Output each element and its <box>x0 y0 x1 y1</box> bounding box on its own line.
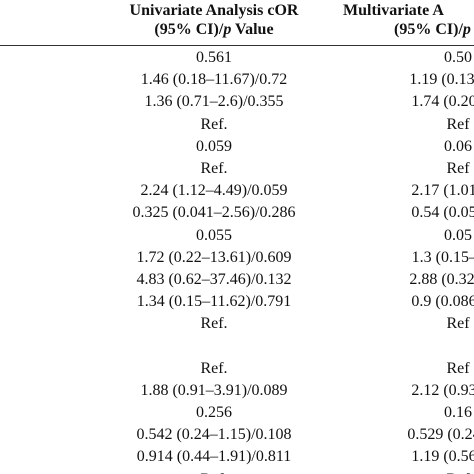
multivariate-cell: 1.19 (0.137–10 <box>409 71 474 89</box>
table-row: 1.72 (0.22–13.61)/0.609 1.3 (0.15–11.3 <box>0 247 474 269</box>
univariate-cell: Ref. <box>200 159 228 177</box>
multivariate-cell: Ref <box>446 159 470 177</box>
table-row <box>0 335 474 357</box>
univariate-cell: 1.88 (0.91–3.91)/0.089 <box>140 381 288 399</box>
table-row: 0.055 0.05 <box>0 225 474 247</box>
multivariate-cell: Ref <box>446 359 470 377</box>
table-row: 1.46 (0.18–11.67)/0.72 1.19 (0.137–10 <box>0 69 474 91</box>
multivariate-cell: 2.12 (0.93–4.8 <box>411 381 474 399</box>
multivariate-cell: 1.3 (0.15–11.3 <box>411 248 474 266</box>
univariate-cell: Ref. <box>95 469 333 474</box>
univariate-header: Univariate Analysis cOR <box>95 0 333 21</box>
multivariate-cell: 0.9 (0.086–9.3 <box>411 293 474 311</box>
table-row: 4.83 (0.62–37.46)/0.132 2.88 (0.324–25 <box>0 269 474 291</box>
table-row: Ref. Ref <box>0 358 474 380</box>
univariate-cell: 1.72 (0.22–13.61)/0.609 <box>136 248 292 266</box>
multivariate-cell: 0.05 <box>444 226 472 244</box>
multivariate-header-line1: Multivariate A <box>343 2 444 19</box>
multivariate-cell: 0.54 (0.059–4. <box>411 204 474 222</box>
multivariate-cell: Ref <box>446 315 470 333</box>
multivariate-header-subtitle: (95% CI)/p <box>394 21 471 38</box>
univariate-cell: 0.325 (0.041–2.56)/0.286 <box>132 204 296 222</box>
multivariate-cell: 2.17 (1.01–4.6 <box>411 182 474 200</box>
multivariate-cell: 1.74 (0.20–14. <box>411 93 474 111</box>
univariate-header-line1: Univariate Analysis cOR <box>129 2 299 19</box>
table-row: 2.24 (1.12–4.49)/0.059 2.17 (1.01–4.6 <box>0 180 474 202</box>
table-row: Ref. Ref <box>0 469 474 474</box>
multivariate-cell: 1.19 (0.56–2.5 <box>411 448 474 466</box>
multivariate-cell: 0.50 <box>444 49 472 66</box>
header-divider <box>0 45 474 46</box>
univariate-cell: 0.542 (0.24–1.15)/0.108 <box>136 426 292 444</box>
multivariate-header: Multivariate A <box>343 0 474 21</box>
univariate-cell: 1.34 (0.15–11.62)/0.791 <box>136 293 292 311</box>
table-row: Ref. Ref <box>0 313 474 335</box>
univariate-cell: 0.055 <box>196 226 232 244</box>
univariate-cell: 4.83 (0.62–37.46)/0.132 <box>136 270 292 288</box>
table-row: 0.914 (0.44–1.91)/0.811 1.19 (0.56–2.5 <box>0 446 474 468</box>
table-row: 1.88 (0.91–3.91)/0.089 2.12 (0.93–4.8 <box>0 380 474 402</box>
univariate-cell: 0.914 (0.44–1.91)/0.811 <box>136 448 292 466</box>
univariate-cell: 2.24 (1.12–4.49)/0.059 <box>140 182 288 200</box>
univariate-header-subtitle: (95% CI)/p Value <box>154 21 274 38</box>
multivariate-cell: 0.16 <box>444 404 472 421</box>
table-row: 0.325 (0.041–2.56)/0.286 0.54 (0.059–4. <box>0 202 474 224</box>
multivariate-cell: 0.529 (0.24–1.1 <box>407 426 474 444</box>
table-row: 0.542 (0.24–1.15)/0.108 0.529 (0.24–1.1 <box>0 424 474 446</box>
table-row: 0.256 0.16 <box>0 402 474 424</box>
table-row: Ref. Ref <box>0 158 474 180</box>
multivariate-cell: 2.88 (0.324–25 <box>409 270 474 288</box>
multivariate-cell: 0.06 <box>444 137 472 155</box>
table-body: 0.561 0.50 1.46 (0.18–11.67)/0.72 1.19 (0.1… <box>0 47 474 474</box>
univariate-cell: 1.36 (0.71–2.6)/0.355 <box>144 93 284 111</box>
table-row: 0.561 0.50 <box>0 47 474 69</box>
univariate-cell: Ref. <box>200 315 228 333</box>
univariate-cell: 0.059 <box>196 137 232 155</box>
table-row: Ref. Ref <box>0 114 474 136</box>
univariate-cell: 0.561 <box>196 49 232 66</box>
multivariate-cell: Ref <box>446 115 470 133</box>
table-row: 0.059 0.06 <box>0 136 474 158</box>
univariate-cell: 0.256 <box>196 404 232 421</box>
table-row: 1.36 (0.71–2.6)/0.355 1.74 (0.20–14. <box>0 91 474 113</box>
univariate-cell: 1.46 (0.18–11.67)/0.72 <box>140 71 288 89</box>
univariate-cell: Ref. <box>200 359 228 377</box>
multivariate-cell: Ref <box>358 469 474 474</box>
univariate-cell: Ref. <box>200 115 228 133</box>
table-row: 1.34 (0.15–11.62)/0.791 0.9 (0.086–9.3 <box>0 291 474 313</box>
